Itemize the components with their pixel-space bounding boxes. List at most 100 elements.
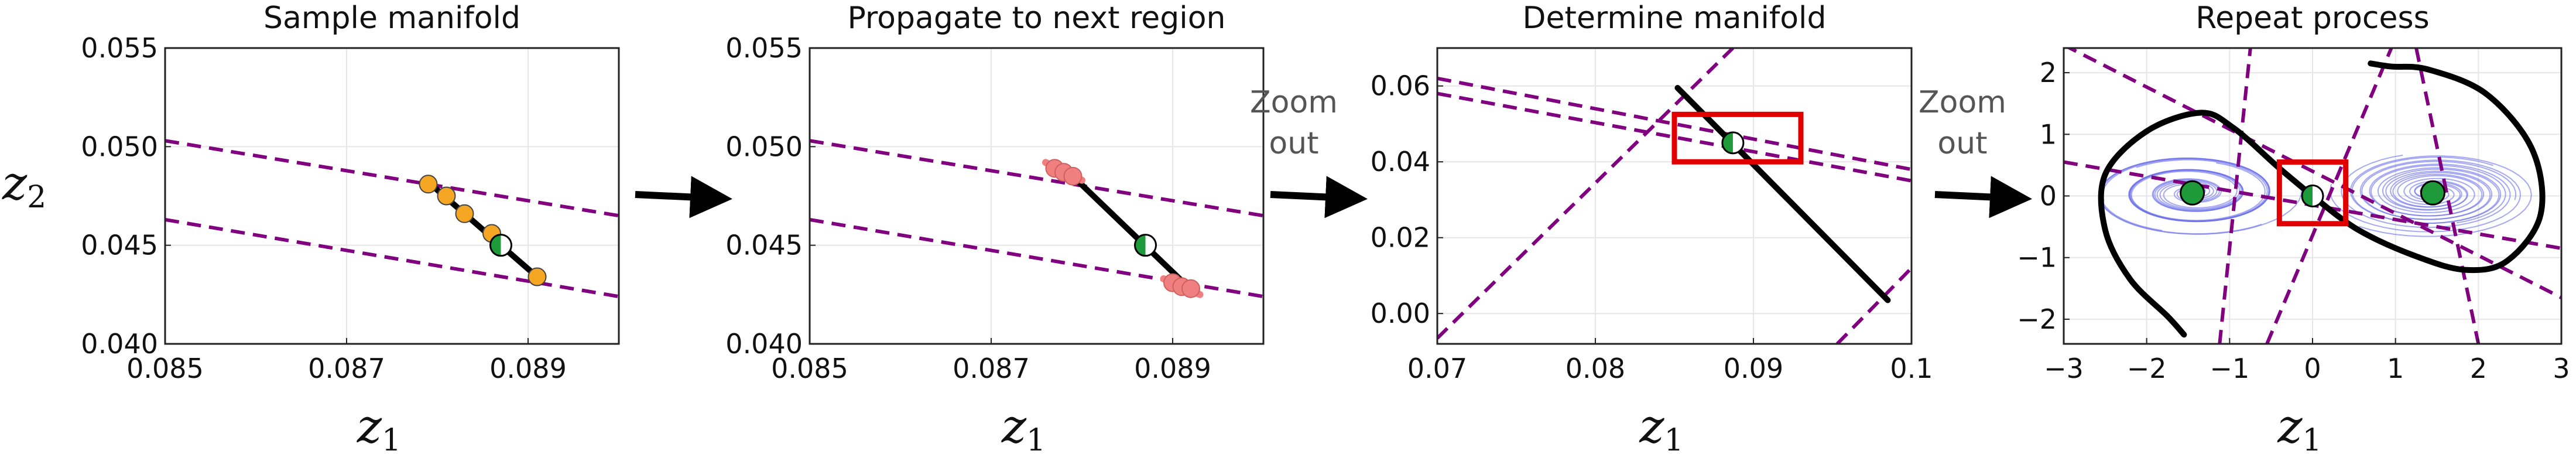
equilibrium-point-outline — [1721, 131, 1745, 155]
axes-frame-3 — [1436, 47, 1913, 345]
spiral-trajectory-1-1 — [2361, 161, 2517, 220]
equilibrium-point — [489, 234, 512, 257]
sample-point-2 — [1063, 166, 1083, 186]
y-tick-label-4: 2 — [2040, 57, 2057, 88]
dashed-boundary-line-0 — [165, 139, 619, 218]
x-tick-label-3: 0 — [2304, 353, 2321, 384]
sample-point-0 — [419, 175, 438, 194]
panel-1: 0.085 0.087 0.089 0.040 0.045 0.050 0.055 Sampl… — [2, 1, 620, 454]
x-tick-label-2: −1 — [2210, 353, 2249, 384]
y-tick-label-1: 0.045 — [81, 230, 158, 261]
spiral-trajectory-1-4 — [2329, 159, 2522, 233]
y-tick-label-3: 0.06 — [1371, 70, 1430, 102]
manifold-curve-0 — [2310, 60, 2546, 274]
dashed-boundary-line-2 — [1437, 48, 1735, 340]
x-tick-label-0: −3 — [2044, 353, 2084, 384]
y-tick-label-1: 0.045 — [725, 230, 803, 261]
y-tick-label-1: −1 — [2017, 242, 2057, 274]
sample-point-2 — [455, 204, 474, 223]
sample-point-4 — [527, 267, 547, 286]
y-tick-label-0: 0.00 — [1371, 298, 1430, 329]
panel-title-2: Propagate to next region — [847, 1, 1225, 36]
dashed-boundary-line-1 — [165, 217, 619, 299]
y-tick-label-2: 0.050 — [81, 131, 158, 162]
x-tick-label-0: 0.085 — [126, 353, 204, 384]
plot-area-2 — [810, 139, 1263, 299]
manifold-curve-1 — [2098, 110, 2315, 338]
arrow-2 — [1270, 176, 1368, 219]
dashed-boundary-line-0 — [810, 139, 1263, 218]
zoom-out-note-1-line2: out — [1269, 126, 1318, 161]
dashed-boundary-line-4 — [2414, 48, 2481, 344]
equilibrium-point — [1134, 234, 1157, 257]
y-axis-label: z2 — [2, 156, 46, 215]
x-axis-label-1: z1 — [357, 399, 401, 454]
equilibrium-focus-2 — [2420, 180, 2445, 206]
axes-frame-2 — [809, 47, 1265, 345]
equilibrium-saddle-outline — [2301, 185, 2324, 207]
panel-2: 0.085 0.087 0.089 0.040 0.045 0.050 0.055 Propa… — [725, 1, 1265, 454]
dashed-boundary-line-0 — [2065, 48, 2561, 299]
zoom-out-note-2-line2: out — [1937, 126, 1987, 161]
y-tick-label-3: 0.055 — [81, 32, 158, 64]
x-axis-label-2: z1 — [1001, 399, 1046, 454]
dashed-boundary-line-3 — [1835, 267, 1912, 344]
y-tick-label-1: 0.02 — [1371, 222, 1430, 254]
x-tick-label-1: 0.087 — [953, 353, 1030, 384]
panel-title-1: Sample manifold — [263, 1, 520, 36]
y-tick-label-0: 0.040 — [81, 328, 158, 360]
y-tick-label-2: 0.050 — [725, 131, 803, 162]
dashed-boundary-line-1 — [1437, 91, 1912, 183]
y-tick-label-3: 0.055 — [725, 32, 803, 64]
plot-area-4 — [2064, 48, 2561, 344]
equilibrium-point-green-half — [490, 234, 501, 256]
y-tick-label-0: −2 — [2017, 303, 2057, 335]
x-tick-label-1: 0.087 — [308, 353, 385, 384]
panel-4: −3 −2 −1 0 1 2 3 −2 −1 0 1 2 Repeat process z1 — [2017, 1, 2570, 454]
x-tick-label-0: 0.085 — [771, 353, 848, 384]
equilibrium-point-outline — [1134, 234, 1157, 257]
x-axis-label-sub-2: 1 — [1026, 423, 1046, 454]
arrow-3 — [1934, 176, 2032, 219]
y-tick-label-2: 0 — [2040, 180, 2057, 212]
x-axis-label-4: z1 — [2277, 399, 2321, 454]
equilibrium-point — [1721, 131, 1745, 155]
x-tick-label-2: 0.09 — [1724, 353, 1783, 384]
equilibrium-point-outline — [489, 234, 512, 257]
x-axis-label-sub-4: 1 — [2303, 423, 2322, 454]
sample-point-5 — [1181, 279, 1200, 298]
equilibrium-saddle-green-half — [2302, 185, 2313, 207]
x-tick-label-5: 2 — [2470, 353, 2487, 384]
equilibrium-point-green-half — [1722, 132, 1733, 153]
panel-title-3: Determine manifold — [1523, 1, 1827, 36]
zoom-highlight-box — [1671, 111, 1804, 165]
x-tick-label-2: 0.089 — [489, 353, 567, 384]
equilibrium-point-green-half — [1135, 234, 1146, 256]
dashed-boundary-line-3 — [2265, 48, 2393, 344]
plot-area-1 — [165, 139, 619, 299]
x-tick-label-2: 0.089 — [1134, 353, 1211, 384]
sample-point-1 — [437, 186, 456, 206]
plot-area-3 — [1437, 48, 1912, 344]
arrow-1 — [635, 176, 732, 219]
y-axis-label-sub: 2 — [27, 180, 46, 215]
x-tick-label-4: 1 — [2387, 353, 2404, 384]
x-tick-label-3: 0.1 — [1890, 353, 1933, 384]
x-axis-label-sub-1: 1 — [382, 423, 401, 454]
panel-title-4: Repeat process — [2195, 1, 2429, 36]
axes-frame-1 — [164, 47, 620, 345]
zoom-out-note-2-line1: Zoom — [1919, 85, 2006, 120]
dashed-boundary-line-0 — [1437, 76, 1912, 172]
x-tick-label-0: 0.07 — [1407, 353, 1467, 384]
x-tick-label-1: 0.08 — [1566, 353, 1625, 384]
x-axis-label-3: z1 — [1639, 399, 1683, 454]
spiral-trajectory-1-3 — [2341, 154, 2511, 228]
y-tick-label-2: 0.04 — [1371, 146, 1430, 177]
x-tick-label-1: −2 — [2127, 353, 2167, 384]
x-axis-label-sub-3: 1 — [1664, 423, 1684, 454]
manifold-line-2 — [1070, 173, 1185, 284]
zoom-highlight-box — [2276, 159, 2349, 227]
x-tick-label-6: 3 — [2553, 353, 2570, 384]
equilibrium-focus-0 — [2180, 180, 2205, 206]
